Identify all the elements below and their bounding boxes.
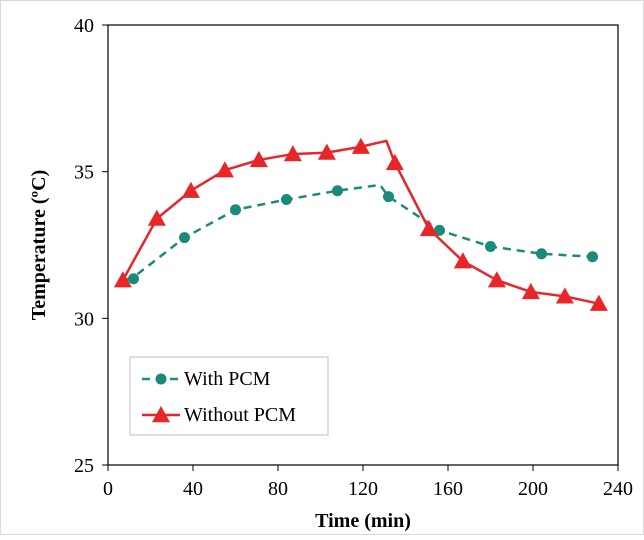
series-line-without-pcm <box>121 139 600 305</box>
legend: With PCM Without PCM <box>129 356 329 436</box>
x-tick-label: 80 <box>268 478 288 500</box>
data-point-without-pcm <box>385 153 404 171</box>
y-tick-label: 30 <box>74 308 94 330</box>
data-point-without-pcm <box>283 145 302 162</box>
data-point-without-pcm <box>113 271 132 288</box>
y-tick-label: 40 <box>74 15 94 37</box>
data-point-with-pcm <box>587 251 598 263</box>
data-point-without-pcm <box>317 143 336 160</box>
data-point-with-pcm <box>332 185 343 197</box>
data-point-without-pcm <box>555 287 574 304</box>
data-point-with-pcm <box>485 240 496 252</box>
legend-marker-with-pcm <box>155 373 167 385</box>
x-tick-label: 120 <box>348 478 378 500</box>
x-tick-label: 0 <box>103 478 113 500</box>
y-axis-title: Temperature (ºC) <box>28 170 50 320</box>
legend-key-with-pcm <box>142 373 180 385</box>
data-point-without-pcm <box>487 271 506 288</box>
data-point-with-pcm <box>179 232 190 244</box>
y-tick-label: 25 <box>74 455 94 477</box>
data-point-without-pcm <box>453 252 472 269</box>
data-point-without-pcm <box>521 282 540 300</box>
data-point-with-pcm <box>281 194 292 206</box>
series-group <box>113 137 608 311</box>
data-point-without-pcm <box>215 161 234 178</box>
data-point-with-pcm <box>536 248 547 260</box>
legend-marker-without-pcm <box>152 406 170 423</box>
data-point-without-pcm <box>147 209 166 226</box>
data-point-without-pcm <box>249 150 268 168</box>
x-tick-label: 200 <box>518 478 548 500</box>
data-point-without-pcm <box>419 219 438 237</box>
x-tick-label: 240 <box>603 478 633 500</box>
data-point-with-pcm <box>230 204 241 216</box>
legend-label-with-pcm: With PCM <box>184 368 271 390</box>
data-point-without-pcm <box>589 294 608 311</box>
data-point-without-pcm <box>351 137 370 154</box>
data-point-with-pcm <box>383 191 394 203</box>
axis-ticks: 0 40 80 120 160 200 240 25 30 35 40 <box>74 15 633 500</box>
legend-label-without-pcm: Without PCM <box>184 404 296 426</box>
data-point-with-pcm <box>128 273 139 285</box>
x-tick-label: 40 <box>183 478 203 500</box>
x-tick-label: 160 <box>433 478 463 500</box>
data-point-without-pcm <box>181 181 200 198</box>
x-axis-title: Time (min) <box>315 510 411 532</box>
y-tick-label: 35 <box>74 162 94 184</box>
legend-key-without-pcm <box>142 406 180 423</box>
data-point-with-pcm <box>434 224 445 236</box>
series-line-with-pcm <box>124 183 593 282</box>
